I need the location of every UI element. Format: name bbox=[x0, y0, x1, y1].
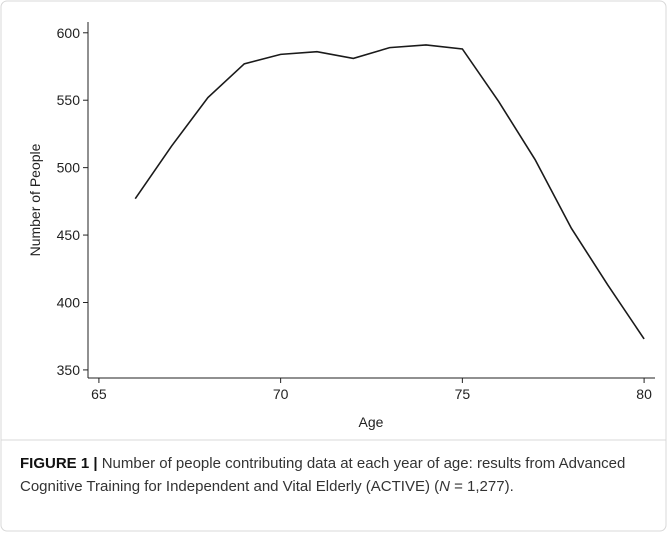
caption-italic: N bbox=[439, 478, 450, 495]
y-tick-label: 600 bbox=[57, 25, 81, 41]
y-tick-label: 500 bbox=[57, 160, 81, 176]
x-axis-label: Age bbox=[359, 414, 384, 430]
x-tick-label: 80 bbox=[636, 386, 652, 402]
caption-end: = 1,277). bbox=[449, 478, 514, 495]
x-tick-label: 65 bbox=[91, 386, 107, 402]
x-tick-label: 75 bbox=[455, 386, 471, 402]
caption-text: Number of people contributing data at ea… bbox=[20, 455, 626, 495]
caption: FIGURE 1 | Number of people contributing… bbox=[20, 452, 650, 498]
x-tick-label: 70 bbox=[273, 386, 289, 402]
data-line bbox=[134, 44, 645, 340]
y-tick-label: 550 bbox=[57, 92, 81, 108]
y-tick-label: 450 bbox=[57, 227, 81, 243]
y-tick-label: 400 bbox=[57, 294, 81, 310]
caption-label: FIGURE 1 | bbox=[20, 455, 98, 472]
y-axis-label: Number of People bbox=[27, 143, 43, 256]
y-tick-label: 350 bbox=[57, 362, 81, 378]
